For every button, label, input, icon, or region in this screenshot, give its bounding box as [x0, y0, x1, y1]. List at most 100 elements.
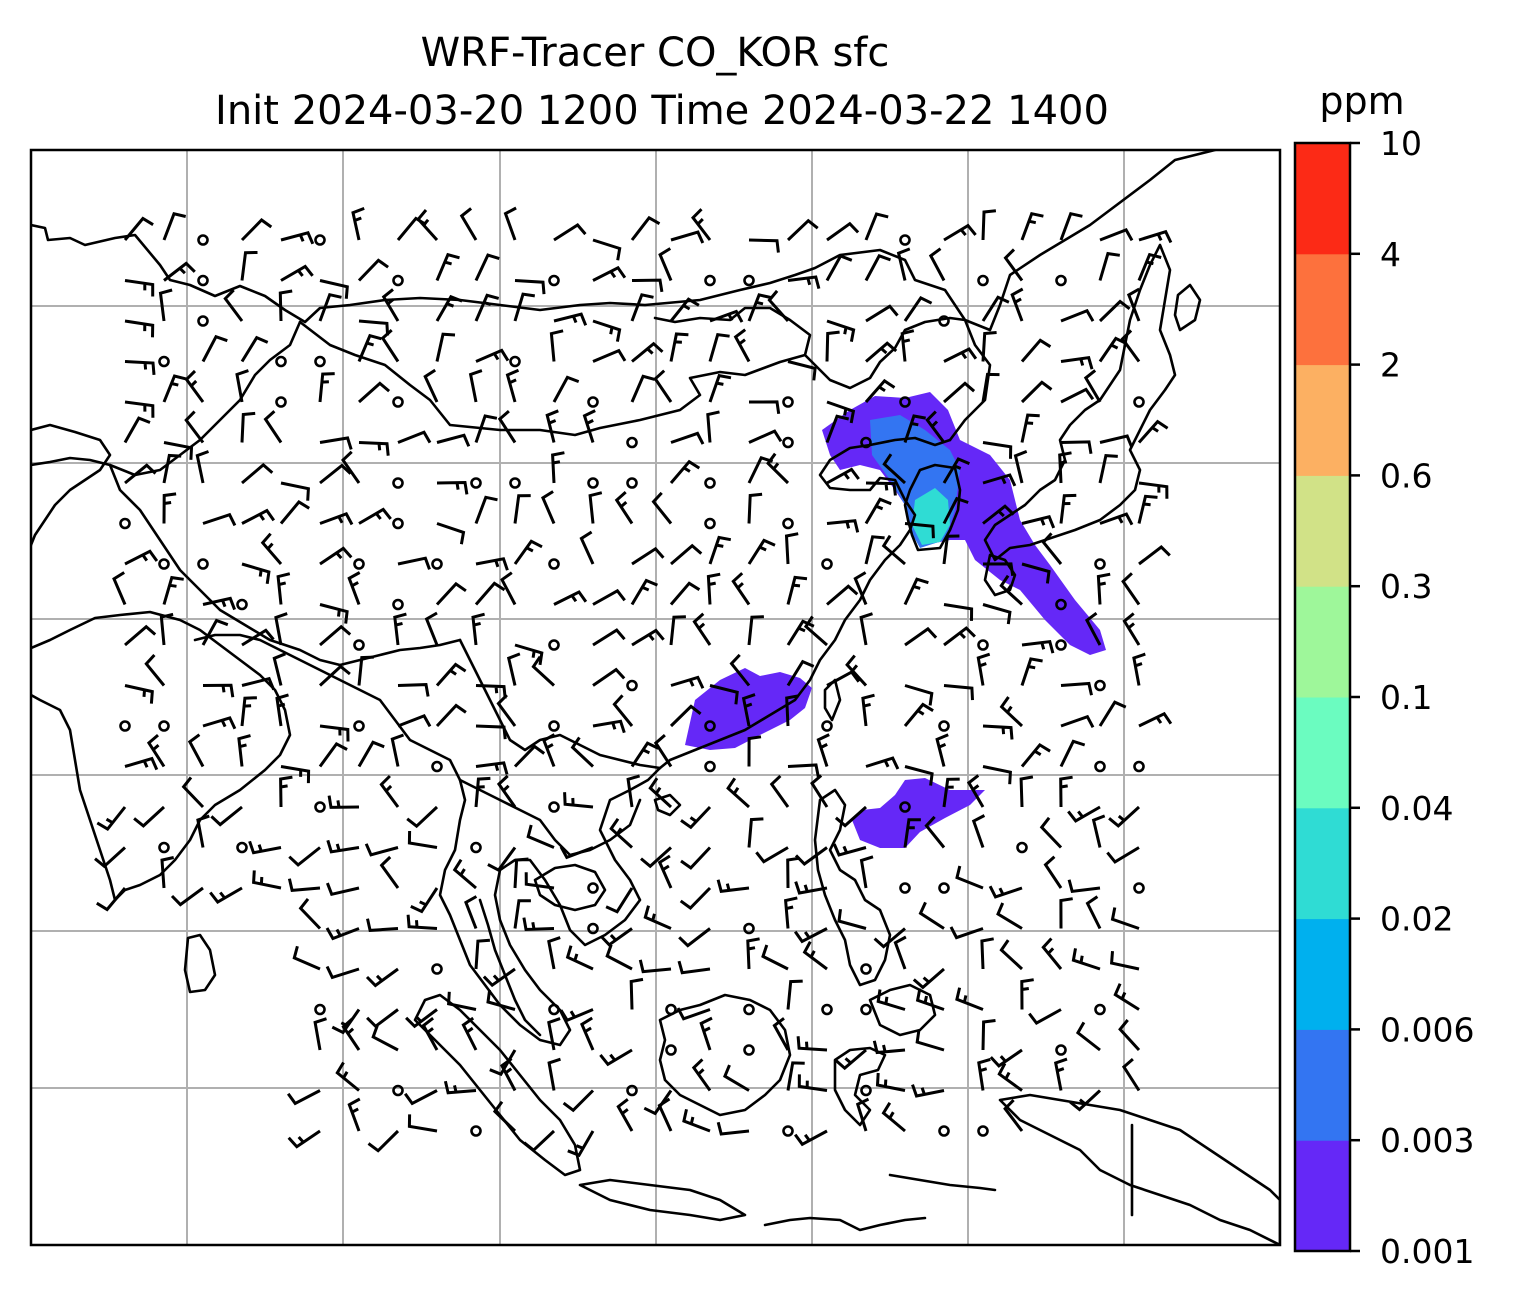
- wind-barb: [240, 251, 258, 281]
- wind-barb: [124, 624, 157, 647]
- wind-barb: [424, 611, 439, 646]
- colorbar-tick-label: 0.006: [1380, 1010, 1474, 1049]
- wind-barb: [592, 265, 627, 282]
- wind-barb: [988, 885, 1023, 899]
- wind-barb: [1003, 1099, 1024, 1132]
- calm-wind-marker: [860, 436, 872, 449]
- wind-barb: [747, 293, 772, 322]
- wind-barb: [658, 247, 673, 282]
- colorbar-segment: [1295, 1140, 1350, 1252]
- wind-barb: [996, 902, 1023, 930]
- wind-barb: [545, 409, 559, 443]
- calm-wind-marker: [704, 477, 716, 489]
- wind-barb: [669, 459, 701, 484]
- tracer-plume-korea-inner: [912, 488, 950, 545]
- wind-barb: [786, 1061, 805, 1091]
- wind-barb: [826, 670, 860, 687]
- wind-barb: [706, 572, 721, 605]
- wind-barb: [783, 896, 798, 929]
- wind-barb: [526, 824, 555, 849]
- title-line-1: WRF-Tracer CO_KOR sfc: [421, 30, 890, 76]
- wind-barb: [747, 538, 776, 565]
- wind-barb: [997, 1062, 1023, 1092]
- wind-barb: [443, 1080, 477, 1095]
- wind-barb: [786, 979, 803, 1010]
- wind-barb: [482, 967, 516, 988]
- wind-barb: [630, 374, 656, 403]
- wind-barb: [982, 562, 1015, 577]
- wind-barb: [357, 655, 374, 686]
- coastline-indochina: [193, 633, 662, 1047]
- calm-wind-marker: [626, 1084, 638, 1097]
- wind-barb: [943, 626, 976, 647]
- wind-barb: [1098, 454, 1118, 484]
- calm-wind-marker: [197, 234, 209, 246]
- wind-barb: [772, 1017, 790, 1051]
- wind-barb: [184, 410, 205, 444]
- calm-wind-marker: [314, 234, 326, 246]
- calm-wind-marker: [743, 922, 755, 935]
- wind-barb: [1099, 434, 1134, 448]
- calm-wind-marker: [119, 720, 131, 732]
- wind-barb: [733, 328, 751, 363]
- wind-barb: [531, 655, 556, 687]
- calm-wind-marker: [587, 882, 599, 894]
- calm-wind-marker: [665, 1044, 677, 1056]
- wind-barb: [900, 329, 915, 362]
- wind-barb: [405, 1008, 438, 1029]
- wind-barb: [834, 805, 867, 828]
- wind-barb: [855, 1097, 870, 1132]
- wind-barb: [96, 887, 127, 912]
- wind-barb: [708, 535, 732, 565]
- coastline-borneo: [658, 993, 792, 1117]
- wind-barb: [184, 369, 205, 403]
- coastline-philippines: [813, 788, 892, 987]
- wind-barb: [1113, 983, 1140, 1011]
- wind-barb: [716, 1121, 750, 1136]
- wind-barb: [592, 238, 622, 261]
- wind-barb: [653, 369, 673, 403]
- wind-barb: [1132, 652, 1146, 686]
- wind-barb: [1059, 739, 1086, 768]
- calm-wind-marker: [1055, 1044, 1067, 1056]
- wind-barb: [747, 492, 763, 524]
- wind-barb: [977, 1057, 991, 1091]
- border-himalaya: [108, 463, 462, 667]
- wind-barb: [1053, 1057, 1068, 1091]
- wind-barb: [318, 741, 348, 768]
- wind-barb: [1020, 380, 1053, 404]
- wind-barb: [942, 534, 960, 565]
- wind-barb: [616, 1098, 634, 1132]
- wind-barb: [872, 1040, 906, 1055]
- wind-barb: [1021, 639, 1055, 654]
- wind-barb: [592, 319, 622, 342]
- wind-barb: [474, 253, 500, 282]
- wind-barb: [552, 375, 580, 403]
- wind-barb: [588, 491, 603, 524]
- wind-barb: [826, 319, 856, 342]
- wind-barb: [864, 535, 885, 565]
- wind-barb: [371, 1025, 399, 1052]
- wind-barb: [631, 278, 664, 293]
- wind-barb: [514, 279, 546, 295]
- calm-wind-marker: [743, 1003, 755, 1016]
- wind-barb: [416, 209, 439, 242]
- wind-barb: [319, 546, 353, 566]
- calm-wind-marker: [548, 274, 560, 287]
- wind-barb: [692, 612, 712, 646]
- wind-barb: [629, 977, 644, 1010]
- coastline-sulawesi: [833, 1046, 887, 1127]
- wind-barb: [276, 572, 291, 605]
- wind-barb: [397, 556, 431, 570]
- wind-barbs: [94, 206, 1173, 1158]
- wind-barb: [928, 247, 946, 282]
- calm-wind-marker: [1016, 841, 1028, 854]
- wind-barb: [981, 209, 997, 241]
- wind-barb: [435, 294, 463, 322]
- wind-barb: [123, 216, 154, 241]
- calm-wind-marker: [821, 720, 833, 732]
- wind-barb: [903, 295, 933, 322]
- wind-barb: [755, 846, 789, 864]
- wind-barb: [201, 618, 229, 646]
- wind-barb: [648, 777, 673, 809]
